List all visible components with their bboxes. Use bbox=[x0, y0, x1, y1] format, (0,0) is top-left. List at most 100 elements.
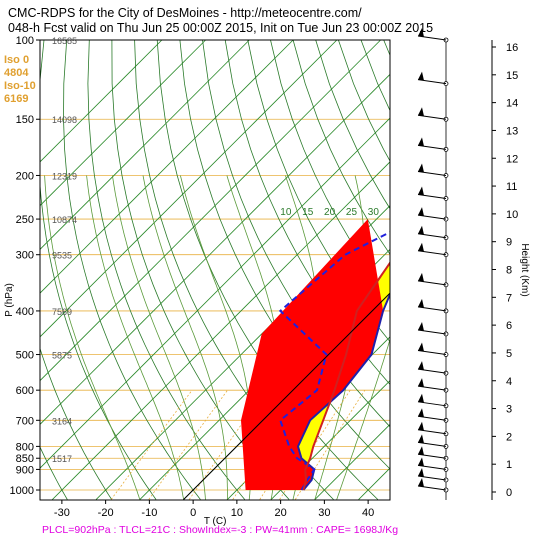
plot-frame bbox=[39, 39, 391, 501]
wind-barb-flag bbox=[418, 434, 424, 444]
dry-adiabat bbox=[292, 40, 390, 255]
x-axis-label: T (C) bbox=[204, 516, 227, 527]
series-dew-point bbox=[278, 231, 390, 491]
isotherm-line bbox=[40, 40, 250, 250]
height-label: 3164 bbox=[52, 416, 72, 426]
height-tick-label: 13 bbox=[506, 125, 518, 137]
temperature-tick-label: 40 bbox=[362, 507, 374, 519]
pressure-tick-label: 400 bbox=[16, 306, 34, 318]
height-label: 10874 bbox=[52, 215, 77, 225]
dry-adiabat bbox=[224, 40, 390, 386]
wind-barb-flag bbox=[418, 478, 424, 487]
height-tick-label: 0 bbox=[506, 487, 512, 499]
height-label: 7569 bbox=[52, 307, 72, 317]
wind-barb-flag bbox=[418, 71, 424, 81]
isotherm-line bbox=[40, 117, 390, 469]
isotherm-line bbox=[40, 40, 163, 163]
pressure-tick-label: 800 bbox=[16, 441, 34, 453]
pressure-tick-label: 1000 bbox=[10, 485, 34, 497]
pressure-tick-label: 300 bbox=[16, 250, 34, 262]
wind-barb-flag bbox=[418, 342, 424, 352]
series-temperature bbox=[296, 291, 390, 491]
wind-barb-flag bbox=[418, 28, 424, 37]
pressure-tick-label: 100 bbox=[16, 35, 34, 47]
height-tick-label: 2 bbox=[506, 431, 512, 443]
height-tick-label: 16 bbox=[506, 42, 518, 54]
wind-barb-flag bbox=[418, 186, 424, 196]
height-tick-label: 4 bbox=[506, 376, 512, 388]
height-label: 12319 bbox=[52, 171, 77, 181]
pressure-tick-label: 600 bbox=[16, 385, 34, 397]
moist-adiabat bbox=[44, 175, 141, 500]
height-label: 9535 bbox=[52, 251, 72, 261]
temperature-tick-label: 10 bbox=[231, 507, 243, 519]
dry-adiabat bbox=[40, 40, 157, 500]
dry-adiabat bbox=[270, 40, 390, 300]
wind-barb-flag bbox=[418, 361, 424, 371]
iso0-label: Iso 0 bbox=[4, 54, 30, 66]
series-parcel bbox=[302, 261, 390, 491]
height-label: 5875 bbox=[52, 351, 72, 361]
wind-barb-flag bbox=[418, 107, 424, 117]
wind-barb-flag bbox=[418, 467, 424, 477]
height-tick-label: 5 bbox=[506, 348, 512, 360]
y-axis-label: P (hPa) bbox=[4, 283, 15, 317]
wind-barb-flag bbox=[418, 321, 424, 331]
chart-title: CMC-RDPS for the City of DesMoines - htt… bbox=[8, 6, 362, 20]
pressure-tick-label: 250 bbox=[16, 214, 34, 226]
pressure-tick-label: 200 bbox=[16, 170, 34, 182]
pressure-tick-label: 850 bbox=[16, 453, 34, 465]
plot-area bbox=[40, 40, 390, 500]
isotherm-label: 20 bbox=[324, 207, 336, 218]
height-tick-label: 3 bbox=[506, 404, 512, 416]
moist-adiabat bbox=[142, 175, 228, 500]
wind-barb-flag bbox=[418, 272, 424, 282]
height-label: 1517 bbox=[52, 454, 72, 464]
wind-barb-flag bbox=[418, 457, 424, 467]
height-tick-label: 7 bbox=[506, 292, 512, 304]
mixing-ratio-line bbox=[148, 389, 228, 500]
height-tick-label: 8 bbox=[506, 265, 512, 277]
wind-barb-flag bbox=[418, 242, 424, 252]
zero-isotherm bbox=[183, 292, 390, 500]
temperature-tick-label: -30 bbox=[54, 507, 70, 519]
iso10-label: Iso-10 bbox=[4, 80, 36, 92]
wind-barb-flag bbox=[418, 378, 424, 388]
dry-adiabat bbox=[40, 446, 68, 500]
wind-barb-flag bbox=[418, 207, 424, 217]
dry-adiabat bbox=[247, 40, 390, 343]
height-tick-label: 15 bbox=[506, 70, 518, 82]
chart-subtitle: 048-h Fcst valid on Thu Jun 25 00:00Z 20… bbox=[8, 21, 434, 35]
isotherm-line bbox=[270, 380, 390, 500]
footer-indices: PLCL=902hPa : TLCL=21C : ShowIndex=-3 : … bbox=[42, 524, 399, 536]
isotherm-line bbox=[52, 161, 390, 500]
moist-adiabat bbox=[336, 338, 390, 500]
isotherm-line bbox=[40, 40, 381, 382]
height-tick-label: 9 bbox=[506, 237, 512, 249]
dry-adiabat bbox=[63, 40, 201, 500]
wind-barb-flag bbox=[418, 163, 424, 173]
temperature-tick-label: 20 bbox=[275, 507, 287, 519]
pressure-tick-label: 700 bbox=[16, 415, 34, 427]
pressure-tick-label: 500 bbox=[16, 350, 34, 362]
height-label: 14098 bbox=[52, 115, 77, 125]
pressure-tick-label: 900 bbox=[16, 464, 34, 476]
wind-barb-flag bbox=[418, 393, 424, 403]
pressure-tick-label: 150 bbox=[16, 114, 34, 126]
isotherm-label: 10 bbox=[280, 207, 292, 218]
height-label: 16585 bbox=[52, 36, 77, 46]
isotherm-line bbox=[40, 73, 390, 425]
temperature-tick-label: -20 bbox=[98, 507, 114, 519]
moist-adiabat bbox=[180, 175, 253, 500]
height-tick-label: 11 bbox=[506, 181, 517, 193]
dry-adiabat bbox=[87, 40, 246, 500]
iso0-value: 4804 bbox=[4, 67, 29, 79]
isotherm-line bbox=[40, 40, 294, 294]
wind-barb-flag bbox=[418, 421, 424, 431]
mixing-ratio-line bbox=[110, 389, 193, 500]
temperature-tick-label: 0 bbox=[190, 507, 196, 519]
isotherm-label: 15 bbox=[302, 207, 314, 218]
isotherm-label: 25 bbox=[346, 207, 358, 218]
moist-adiabat bbox=[86, 175, 184, 500]
